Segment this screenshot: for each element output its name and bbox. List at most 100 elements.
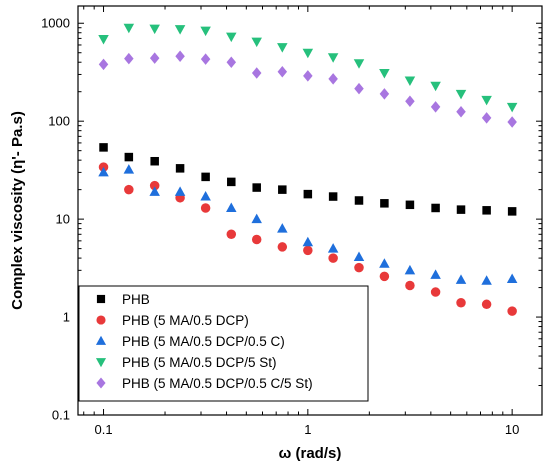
legend-box — [78, 285, 369, 402]
data-point — [405, 200, 415, 210]
data-point — [404, 264, 416, 275]
data-point — [227, 177, 236, 187]
data-point — [277, 223, 288, 233]
y-tick-label: 0.1 — [52, 408, 70, 423]
data-point — [328, 73, 338, 85]
data-point — [380, 199, 389, 208]
data-point — [251, 213, 262, 224]
legend-entry: PHB (5 MA/0.5 DCP/0.5 C) — [95, 334, 285, 349]
data-point — [303, 245, 313, 256]
data-point — [507, 116, 517, 128]
data-point — [481, 95, 492, 106]
y-tick-label: 1000 — [41, 16, 70, 31]
data-point — [354, 82, 364, 95]
x-axis-title: ω (rad/s) — [279, 445, 342, 462]
data-point — [201, 172, 210, 182]
legend-entry: PHB (5 MA/0.5 DCP/5 St) — [95, 355, 277, 370]
data-point — [456, 297, 466, 308]
series-4 — [98, 50, 517, 128]
data-point — [404, 76, 416, 87]
data-point — [175, 50, 185, 63]
data-point — [277, 43, 288, 53]
data-point — [98, 58, 109, 71]
data-point — [328, 192, 338, 201]
data-point — [430, 101, 441, 113]
data-point — [481, 299, 492, 310]
data-point — [302, 48, 314, 59]
data-point — [98, 166, 109, 177]
data-point — [507, 207, 517, 216]
legend-marker — [95, 358, 107, 368]
series-1 — [98, 162, 517, 316]
legend-label: PHB — [122, 292, 150, 307]
legend: PHB PHB (5 MA/0.5 DCP) PHB (5 MA/0.5 DCP/0… — [78, 285, 369, 402]
legend-label: PHB (5 MA/0.5 DCP) — [122, 313, 249, 328]
data-point — [251, 67, 262, 79]
legend-entry: PHB — [96, 292, 150, 307]
legend-marker — [96, 377, 106, 389]
data-point — [379, 88, 390, 100]
legend-marker — [95, 335, 107, 345]
data-point — [303, 70, 313, 82]
data-point — [303, 189, 313, 199]
data-point — [124, 152, 134, 162]
data-point — [252, 183, 261, 192]
data-points — [98, 23, 518, 316]
x-tick-label: 0.1 — [94, 422, 112, 437]
data-point — [302, 236, 314, 247]
data-point — [456, 205, 466, 214]
data-point — [226, 56, 237, 68]
data-point — [430, 81, 441, 92]
legend-entry: PHB (5 MA/0.5 DCP/0.5 C/5 St) — [96, 376, 313, 391]
data-point — [379, 271, 390, 282]
data-point — [430, 287, 441, 297]
x-tick-label: 10 — [505, 422, 519, 437]
data-point — [455, 89, 467, 100]
data-point — [481, 112, 492, 124]
data-point — [175, 164, 185, 173]
data-point — [405, 95, 415, 107]
data-point — [481, 275, 492, 285]
data-point — [200, 203, 211, 213]
data-point — [124, 184, 134, 195]
data-point — [327, 243, 339, 253]
data-point — [456, 105, 466, 118]
data-point — [226, 202, 237, 212]
data-point — [200, 26, 211, 37]
data-point — [98, 35, 109, 45]
legend-marker — [96, 315, 106, 325]
data-point — [482, 206, 491, 215]
plot-frame — [77, 5, 543, 416]
data-point — [174, 186, 186, 196]
data-point — [123, 164, 135, 174]
data-point — [149, 186, 160, 196]
ticks: 0.1 1 10 0.1 1 10 100 1000 — [41, 6, 542, 437]
data-point — [174, 25, 186, 35]
y-tick-label: 100 — [48, 114, 70, 129]
data-point — [379, 69, 390, 79]
data-point — [379, 258, 390, 268]
axes — [77, 5, 543, 416]
legend-marker — [96, 294, 106, 304]
data-point — [200, 53, 211, 65]
series-0 — [99, 143, 517, 216]
legend-label: PHB (5 MA/0.5 DCP/5 St) — [122, 355, 277, 370]
data-point — [277, 242, 288, 252]
data-point — [354, 262, 364, 273]
data-point — [327, 53, 339, 63]
data-point — [251, 234, 262, 245]
data-point — [353, 251, 365, 262]
legend-entry: PHB (5 MA/0.5 DCP) — [96, 313, 249, 328]
data-point — [354, 196, 364, 205]
data-point — [123, 23, 135, 34]
legend-label: PHB (5 MA/0.5 DCP/0.5 C) — [122, 334, 285, 349]
data-point — [430, 269, 441, 279]
x-tick-label: 1 — [304, 422, 311, 437]
y-axis-title: Complex viscosity (η'- Pa.s) — [9, 111, 26, 310]
data-point — [149, 24, 160, 35]
data-point — [353, 59, 365, 69]
data-point — [124, 52, 134, 65]
data-point — [251, 37, 262, 48]
data-point — [455, 274, 467, 284]
